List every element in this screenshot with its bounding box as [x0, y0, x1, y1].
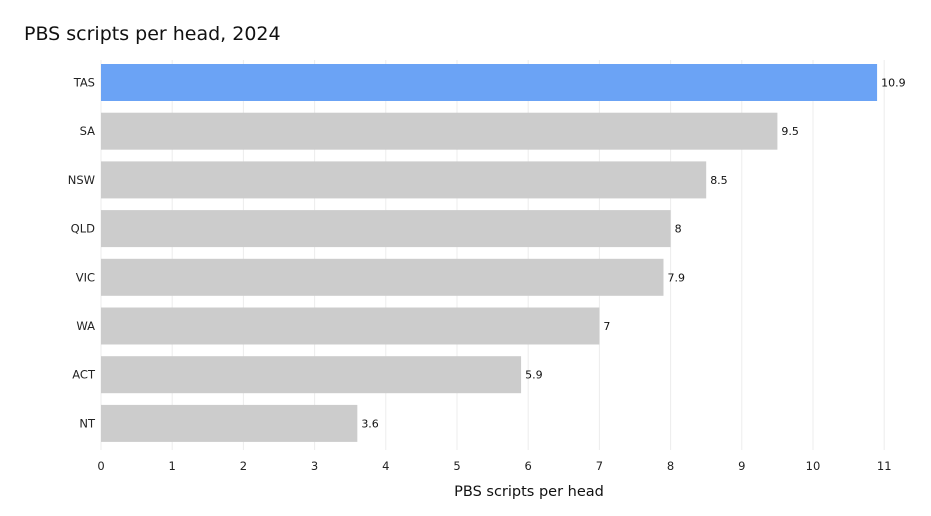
bar-qld — [101, 210, 671, 248]
category-label: SA — [80, 124, 96, 138]
bar-nsw — [101, 161, 707, 199]
x-tick-label: 5 — [453, 459, 460, 473]
x-tick-label: 1 — [169, 459, 176, 473]
category-labels: TAS SA NSW QLD VIC WA ACT NT — [68, 76, 96, 431]
bar-sa — [101, 112, 778, 150]
category-label: WA — [76, 319, 95, 333]
bars — [101, 64, 878, 442]
data-label: 8.5 — [710, 174, 728, 187]
data-label: 9.5 — [781, 125, 799, 138]
x-tick-label: 0 — [97, 459, 104, 473]
bar-nt — [101, 404, 358, 442]
bar-vic — [101, 258, 664, 296]
x-tick-label: 4 — [382, 459, 389, 473]
data-labels: 10.9 9.5 8.5 8 7.9 7 5.9 3.6 — [361, 77, 905, 431]
category-label: VIC — [76, 270, 95, 284]
data-label: 7 — [603, 320, 610, 333]
x-tick-label: 2 — [240, 459, 247, 473]
x-tick-label: 6 — [525, 459, 532, 473]
data-label: 5.9 — [525, 369, 543, 382]
category-label: NSW — [68, 173, 95, 187]
bar-act — [101, 356, 522, 394]
x-tick-label: 8 — [667, 459, 674, 473]
bar-wa — [101, 307, 600, 345]
category-label: NT — [79, 416, 96, 430]
x-tick-label: 10 — [806, 459, 821, 473]
data-label: 10.9 — [881, 77, 906, 90]
category-label: TAS — [73, 76, 95, 90]
x-axis-title: PBS scripts per head — [454, 484, 604, 500]
chart-title: PBS scripts per head, 2024 — [24, 23, 281, 45]
x-tick-label: 11 — [877, 459, 892, 473]
data-label: 8 — [675, 223, 682, 236]
x-axis-ticks: 0 1 2 3 4 5 6 7 8 9 10 11 — [97, 459, 891, 473]
data-label: 3.6 — [361, 417, 379, 430]
x-tick-label: 9 — [738, 459, 745, 473]
category-label: ACT — [72, 368, 96, 382]
category-label: QLD — [71, 222, 95, 236]
data-label: 7.9 — [667, 271, 685, 284]
x-tick-label: 7 — [596, 459, 603, 473]
x-tick-label: 3 — [311, 459, 318, 473]
bar-tas — [101, 64, 878, 101]
